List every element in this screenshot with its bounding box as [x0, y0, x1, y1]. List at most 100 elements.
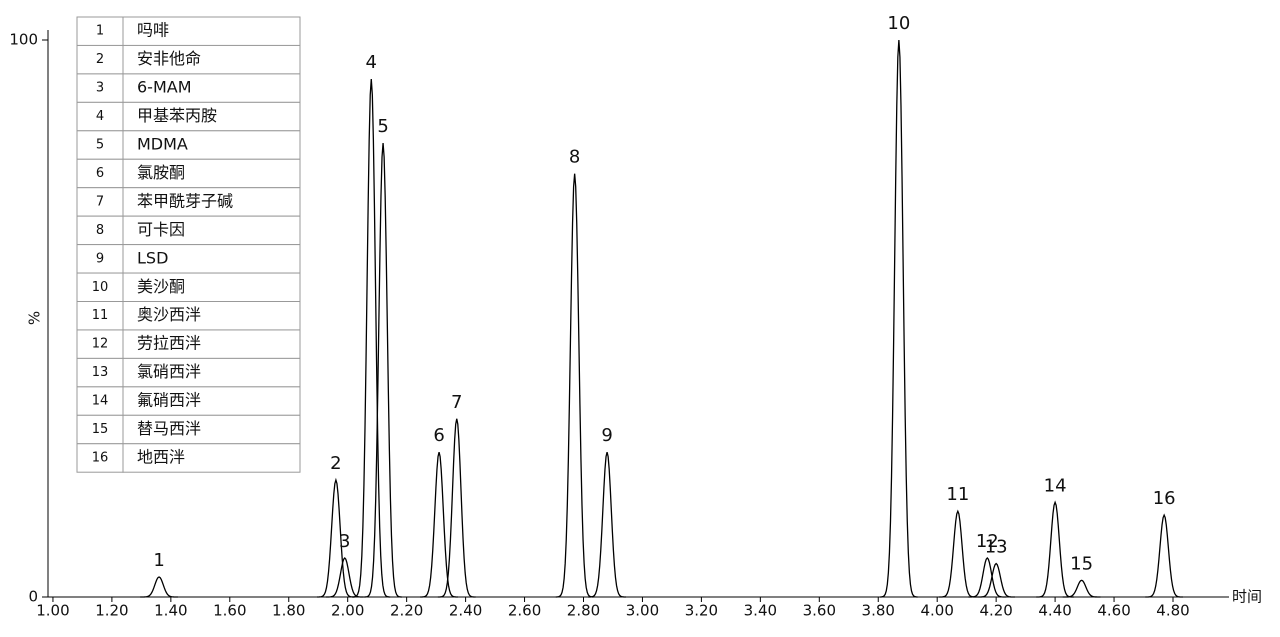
legend-number: 16 [92, 450, 109, 465]
peak-label: 16 [1153, 488, 1176, 509]
legend-cell [122, 158, 301, 189]
peak [1145, 513, 1184, 598]
x-tick-label: 2.60 [508, 602, 541, 620]
peak [879, 39, 918, 598]
legend-number: 10 [92, 280, 109, 295]
peak [1062, 579, 1101, 598]
legend-number: 15 [92, 422, 109, 437]
legend-name: 安非他命 [137, 49, 201, 68]
legend-name: 苯甲酰芽子碱 [137, 191, 233, 210]
legend-number: 1 [96, 24, 104, 39]
legend-cell [122, 329, 301, 359]
legend-number: 12 [92, 337, 109, 352]
legend-cell [122, 386, 301, 416]
peak [968, 557, 1007, 598]
legend-number: 14 [92, 394, 109, 409]
x-tick-label: 3.00 [626, 602, 659, 620]
peak-label: 5 [377, 116, 388, 137]
legend-cell [122, 16, 301, 46]
legend-number: 6 [96, 166, 104, 181]
peak [588, 452, 626, 598]
y-axis-label: % [26, 311, 44, 325]
legend-cell [76, 215, 124, 246]
peak-label: 2 [330, 453, 341, 474]
legend-cell [76, 329, 124, 359]
peak [325, 557, 364, 598]
legend-name: 氯硝西泮 [137, 362, 201, 381]
x-tick-label: 4.00 [920, 602, 953, 620]
legend-name: 美沙酮 [137, 277, 185, 296]
y-tick-label: 0 [28, 588, 38, 606]
legend-cell [76, 44, 124, 75]
peak [555, 173, 594, 598]
legend-cell [122, 130, 301, 160]
peak [977, 562, 1016, 598]
x-tick-label: 4.20 [979, 602, 1012, 620]
x-tick-label: 2.20 [390, 602, 423, 620]
legend-number: 3 [96, 81, 104, 96]
peak [352, 78, 391, 598]
legend-name: 劳拉西泮 [137, 334, 201, 353]
legend-name: 氯胺酮 [137, 163, 185, 182]
peak-label: 15 [1070, 553, 1093, 574]
x-tick-label: 3.40 [744, 602, 777, 620]
x-tick-label: 2.00 [331, 602, 364, 620]
peak [938, 509, 977, 598]
x-tick-label: 4.80 [1156, 602, 1189, 620]
peak-label: 8 [569, 147, 580, 168]
peak-label: 3 [339, 531, 350, 552]
legend-cell [122, 187, 301, 217]
legend-number: 7 [96, 194, 104, 209]
x-tick-label: 1.40 [154, 602, 187, 620]
legend-cell [122, 215, 301, 246]
peak [420, 452, 458, 598]
legend-cell [76, 101, 124, 132]
legend-name: 吗啡 [137, 21, 169, 40]
x-tick-label: 1.80 [272, 602, 305, 620]
peak-label: 6 [433, 425, 444, 446]
peak [317, 477, 355, 598]
x-tick-label: 1.20 [95, 602, 128, 620]
x-tick-label: 3.20 [685, 602, 718, 620]
peak-label: 1 [153, 550, 164, 571]
peak-label: 11 [946, 484, 969, 505]
peak [437, 418, 476, 598]
legend-number: 11 [92, 308, 109, 323]
x-tick-label: 4.40 [1038, 602, 1071, 620]
legend-number: 4 [96, 109, 104, 124]
legend-cell [122, 73, 301, 103]
legend-cell [76, 73, 124, 103]
legend-cell [122, 44, 301, 75]
legend-name: 甲基苯丙胺 [137, 106, 217, 125]
x-tick-label: 3.80 [862, 602, 895, 620]
x-tick-label: 1.60 [213, 602, 246, 620]
peak-label: 10 [887, 13, 910, 34]
x-tick-label: 1.00 [36, 602, 69, 620]
legend-cell [76, 130, 124, 160]
legend-name: 氟硝西泮 [137, 391, 201, 410]
legend-cell [76, 187, 124, 217]
legend-cell [76, 272, 124, 302]
x-tick-label: 2.40 [449, 602, 482, 620]
legend-name: 奥沙西泮 [137, 305, 201, 324]
y-tick-label: 100 [9, 31, 38, 49]
legend-name: MDMA [137, 135, 188, 154]
peak [364, 143, 402, 598]
x-tick-label: 3.60 [803, 602, 836, 620]
legend-name: 6-MAM [137, 78, 192, 97]
peak [140, 576, 178, 598]
legend-number: 5 [96, 138, 104, 153]
legend-cell [76, 16, 124, 46]
legend-name: LSD [137, 248, 168, 267]
peak [1036, 500, 1075, 598]
legend-cell [122, 443, 301, 473]
legend-cell [76, 301, 124, 331]
legend-cell [122, 272, 301, 302]
x-tick-label: 4.60 [1097, 602, 1130, 620]
peak-label: 14 [1044, 475, 1067, 496]
legend-name: 地西泮 [137, 447, 185, 466]
peak-label: 13 [985, 537, 1008, 558]
legend-number: 9 [96, 251, 104, 266]
peak-label: 4 [366, 52, 377, 73]
